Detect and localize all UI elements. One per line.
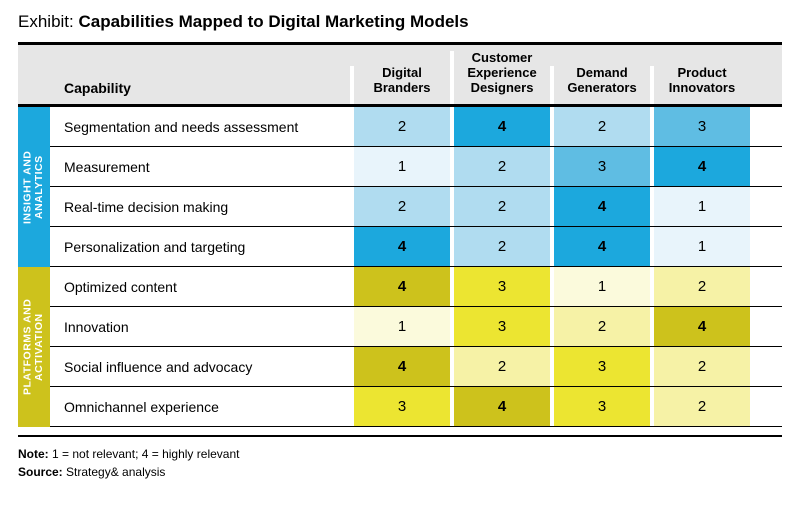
table-row: Innovation1324 [50,307,782,347]
table-row: Personalization and targeting4241 [50,227,782,267]
value-cell: 2 [450,347,550,386]
capability-cell: Real-time decision making [50,187,350,226]
table-row: Optimized content4312 [50,267,782,307]
header-model-2: DemandGenerators [550,66,650,104]
value-cell: 3 [550,147,650,186]
value-cell: 2 [350,187,450,226]
table-row: Omnichannel experience3432 [50,387,782,427]
value-cell: 1 [350,307,450,346]
value-cell: 2 [350,107,450,146]
header-model-3: ProductInnovators [650,66,750,104]
value-cell: 4 [350,347,450,386]
value-cell: 1 [550,267,650,306]
exhibit-title: Exhibit: Capabilities Mapped to Digital … [18,12,782,32]
value-cell: 2 [450,187,550,226]
value-cell: 4 [350,227,450,266]
value-cell: 4 [550,227,650,266]
source-text: Strategy& analysis [63,465,166,479]
group-label-0: INSIGHT ANDANALYTICS [18,107,50,267]
source-label: Source: [18,465,63,479]
rows-column: Segmentation and needs assessment2423Mea… [50,107,782,427]
group-label-1: PLATFORMS ANDACTIVATION [18,267,50,427]
value-cell: 3 [350,387,450,426]
exhibit-main: Capabilities Mapped to Digital Marketing… [78,12,468,31]
source-line: Source: Strategy& analysis [18,463,782,481]
capability-cell: Innovation [50,307,350,346]
value-cell: 2 [550,107,650,146]
header-model-1: CustomerExperienceDesigners [450,51,550,104]
note-line: Note: 1 = not relevant; 4 = highly relev… [18,445,782,463]
value-cell: 4 [450,107,550,146]
value-cell: 2 [650,347,750,386]
capability-cell: Optimized content [50,267,350,306]
value-cell: 1 [650,187,750,226]
value-cell: 3 [650,107,750,146]
table-row: Real-time decision making2241 [50,187,782,227]
footnotes: Note: 1 = not relevant; 4 = highly relev… [18,445,782,481]
value-cell: 3 [450,267,550,306]
value-cell: 2 [450,227,550,266]
value-cell: 3 [450,307,550,346]
value-cell: 4 [650,307,750,346]
note-text: 1 = not relevant; 4 = highly relevant [49,447,240,461]
value-cell: 2 [650,267,750,306]
value-cell: 4 [550,187,650,226]
header-capability: Capability [50,80,350,104]
capability-cell: Social influence and advocacy [50,347,350,386]
capability-cell: Measurement [50,147,350,186]
table-row: Segmentation and needs assessment2423 [50,107,782,147]
value-cell: 4 [450,387,550,426]
capability-cell: Omnichannel experience [50,387,350,426]
value-cell: 1 [350,147,450,186]
value-cell: 2 [550,307,650,346]
value-cell: 3 [550,387,650,426]
table-header: Capability DigitalBranders CustomerExper… [18,45,782,107]
value-cell: 1 [650,227,750,266]
capability-cell: Personalization and targeting [50,227,350,266]
table-row: Social influence and advocacy4232 [50,347,782,387]
header-model-0: DigitalBranders [350,66,450,104]
groups-column: INSIGHT ANDANALYTICSPLATFORMS ANDACTIVAT… [18,107,50,427]
value-cell: 2 [450,147,550,186]
table-row: Measurement1234 [50,147,782,187]
table-body: INSIGHT ANDANALYTICSPLATFORMS ANDACTIVAT… [18,107,782,427]
exhibit-prefix: Exhibit: [18,12,78,31]
value-cell: 4 [350,267,450,306]
bottom-rule [18,435,782,437]
note-label: Note: [18,447,49,461]
capability-cell: Segmentation and needs assessment [50,107,350,146]
value-cell: 3 [550,347,650,386]
value-cell: 4 [650,147,750,186]
value-cell: 2 [650,387,750,426]
